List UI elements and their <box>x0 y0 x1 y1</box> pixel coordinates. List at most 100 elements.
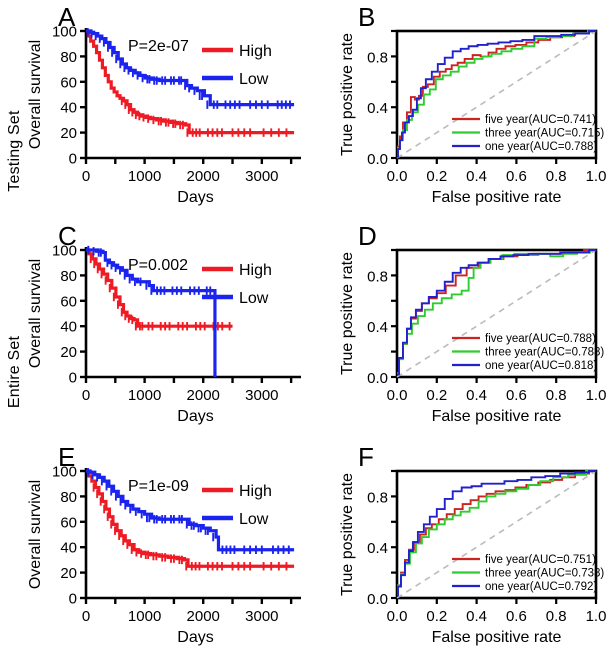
km-curve-high <box>86 248 233 328</box>
roc-legend-label-1: three year(AUC=0.738) <box>485 568 604 580</box>
km-x-tick-label: 3000 <box>245 608 278 625</box>
roc-curve-three-year <box>397 470 596 594</box>
roc-plot: 0.0 0.4 0.8 0.0 0.2 0.4 0.6 0.8 1.0 False positiv… <box>339 29 607 206</box>
roc-x-tick-label: 0.2 <box>426 387 447 404</box>
roc-plot-frame <box>395 469 598 600</box>
figure-row-entire: Entire Set E F 0 20 40 60 80 100 0 1000 2000 3000… <box>0 336 614 660</box>
km-pvalue-label: P=2e-07 <box>128 38 189 55</box>
km-x-tick-label: 0 <box>82 387 90 404</box>
roc-y-tick-label: 0.8 <box>367 49 388 66</box>
roc-x-tick-label: 0.4 <box>466 608 487 625</box>
km-x-tick-label: 2000 <box>187 608 220 625</box>
km-legend-label-low: Low <box>239 511 269 528</box>
roc-plot-frame <box>395 248 598 379</box>
km-x-tick-label: 1000 <box>128 608 161 625</box>
km-y-axis-title: Overall survival <box>27 259 44 368</box>
km-x-axis-title: Days <box>177 629 213 646</box>
roc-legend-label-2: one year(AUC=0.792) <box>485 581 597 593</box>
panel-letter-a: A <box>58 2 76 32</box>
roc-legend: five year(AUC=0.751) three year(AUC=0.738… <box>452 554 604 593</box>
km-y-tick-label: 100 <box>52 464 77 481</box>
km-y-tick-label: 80 <box>60 49 77 66</box>
km-x-axis-title: Days <box>177 408 213 425</box>
km-y-tick-label: 40 <box>60 319 77 336</box>
km-x-tick-label: 1000 <box>128 168 161 185</box>
roc-curve-one-year <box>397 249 596 376</box>
km-censor-marks-low <box>86 28 291 109</box>
km-legend-label-high: High <box>239 262 272 279</box>
roc-plot: 0.0 0.4 0.8 0.0 0.2 0.4 0.6 0.8 1.0 False positiv… <box>339 248 606 425</box>
roc-x-tick-label: 0.8 <box>546 168 567 185</box>
km-legend-label-high: High <box>239 483 272 500</box>
km-censor-marks-high <box>120 96 288 137</box>
roc-plot-frame <box>395 29 598 160</box>
km-y-tick-label: 100 <box>52 24 77 41</box>
roc-legend-label-2: one year(AUC=0.818) <box>485 360 597 372</box>
km-legend: High Low <box>202 483 272 528</box>
roc-legend-label-1: three year(AUC=0.788) <box>485 347 604 359</box>
roc-x-tick-label: 0.4 <box>466 387 487 404</box>
roc-curve-one-year <box>397 30 596 158</box>
roc-y-axis-title: True positive rate <box>339 473 356 596</box>
roc-y-tick-label: 0.8 <box>367 489 388 506</box>
roc-y-tick-label: 0.0 <box>367 370 388 387</box>
km-x-tick-label: 2000 <box>187 168 220 185</box>
km-censor-marks-low <box>87 245 212 295</box>
roc-legend: five year(AUC=0.788) three year(AUC=0.788… <box>452 333 604 372</box>
km-pvalue-label: P=0.002 <box>128 257 188 274</box>
km-y-tick-label: 0 <box>69 591 77 608</box>
panel-letter-f: F <box>358 442 374 472</box>
roc-x-tick-label: 0.2 <box>426 608 447 625</box>
roc-x-tick-label: 0.0 <box>387 608 408 625</box>
km-legend: High Low <box>202 43 272 88</box>
km-y-axis-title: Overall survival <box>27 480 44 589</box>
km-y-tick-label: 80 <box>60 489 77 506</box>
roc-y-axis-title: True positive rate <box>339 33 356 156</box>
km-x-axis-title: Days <box>177 189 213 206</box>
roc-legend: five year(AUC=0.741) three year(AUC=0.715… <box>452 114 604 153</box>
roc-x-axis-title: False positive rate <box>432 629 562 646</box>
km-curve-low <box>86 248 217 377</box>
roc-x-axis-title: False positive rate <box>432 189 562 206</box>
roc-legend-label-0: five year(AUC=0.788) <box>485 333 596 345</box>
km-y-tick-label: 80 <box>60 268 77 285</box>
roc-x-axis-title: False positive rate <box>432 408 562 425</box>
km-x-tick-label: 2000 <box>187 387 220 404</box>
roc-x-tick-label: 0.0 <box>387 168 408 185</box>
km-y-tick-label: 40 <box>60 540 77 557</box>
km-y-tick-label: 20 <box>60 344 77 361</box>
km-censor-marks-high <box>92 483 288 571</box>
roc-y-tick-label: 0.0 <box>367 151 388 168</box>
km-y-tick-label: 0 <box>69 370 77 387</box>
km-curve-low <box>86 469 295 552</box>
panel-letter-c: C <box>58 221 77 251</box>
roc-y-tick-label: 0.4 <box>367 100 388 117</box>
roc-legend-label-1: three year(AUC=0.715) <box>485 128 604 140</box>
panel-letter-e: E <box>58 442 76 472</box>
km-pvalue-label: P=1e-09 <box>128 478 189 495</box>
km-censor-marks-high <box>89 254 231 331</box>
km-y-tick-label: 60 <box>60 74 77 91</box>
figure-row-training: Training Set A B 02040608010001000200030… <box>0 0 614 220</box>
roc-plot: 0.0 0.4 0.8 0.0 0.2 0.4 0.6 0.8 1.0 False positiv… <box>339 469 606 646</box>
km-legend: High Low <box>202 262 272 307</box>
roc-x-tick-label: 0.0 <box>387 387 408 404</box>
roc-x-tick-label: 0.6 <box>506 168 527 185</box>
roc-y-tick-label: 0.4 <box>367 540 388 557</box>
roc-x-tick-label: 0.8 <box>546 608 567 625</box>
km-legend-label-high: High <box>239 43 272 60</box>
km-y-tick-label: 20 <box>60 565 77 582</box>
km-censor-marks-low <box>87 468 290 554</box>
panel-letter-b: B <box>358 2 376 32</box>
roc-x-tick-label: 1.0 <box>586 168 607 185</box>
roc-curve-five-year <box>397 470 596 596</box>
roc-curve-five-year <box>397 30 596 157</box>
km-y-axis-title: Overall survival <box>27 40 44 149</box>
roc-curve-one-year <box>397 470 596 597</box>
